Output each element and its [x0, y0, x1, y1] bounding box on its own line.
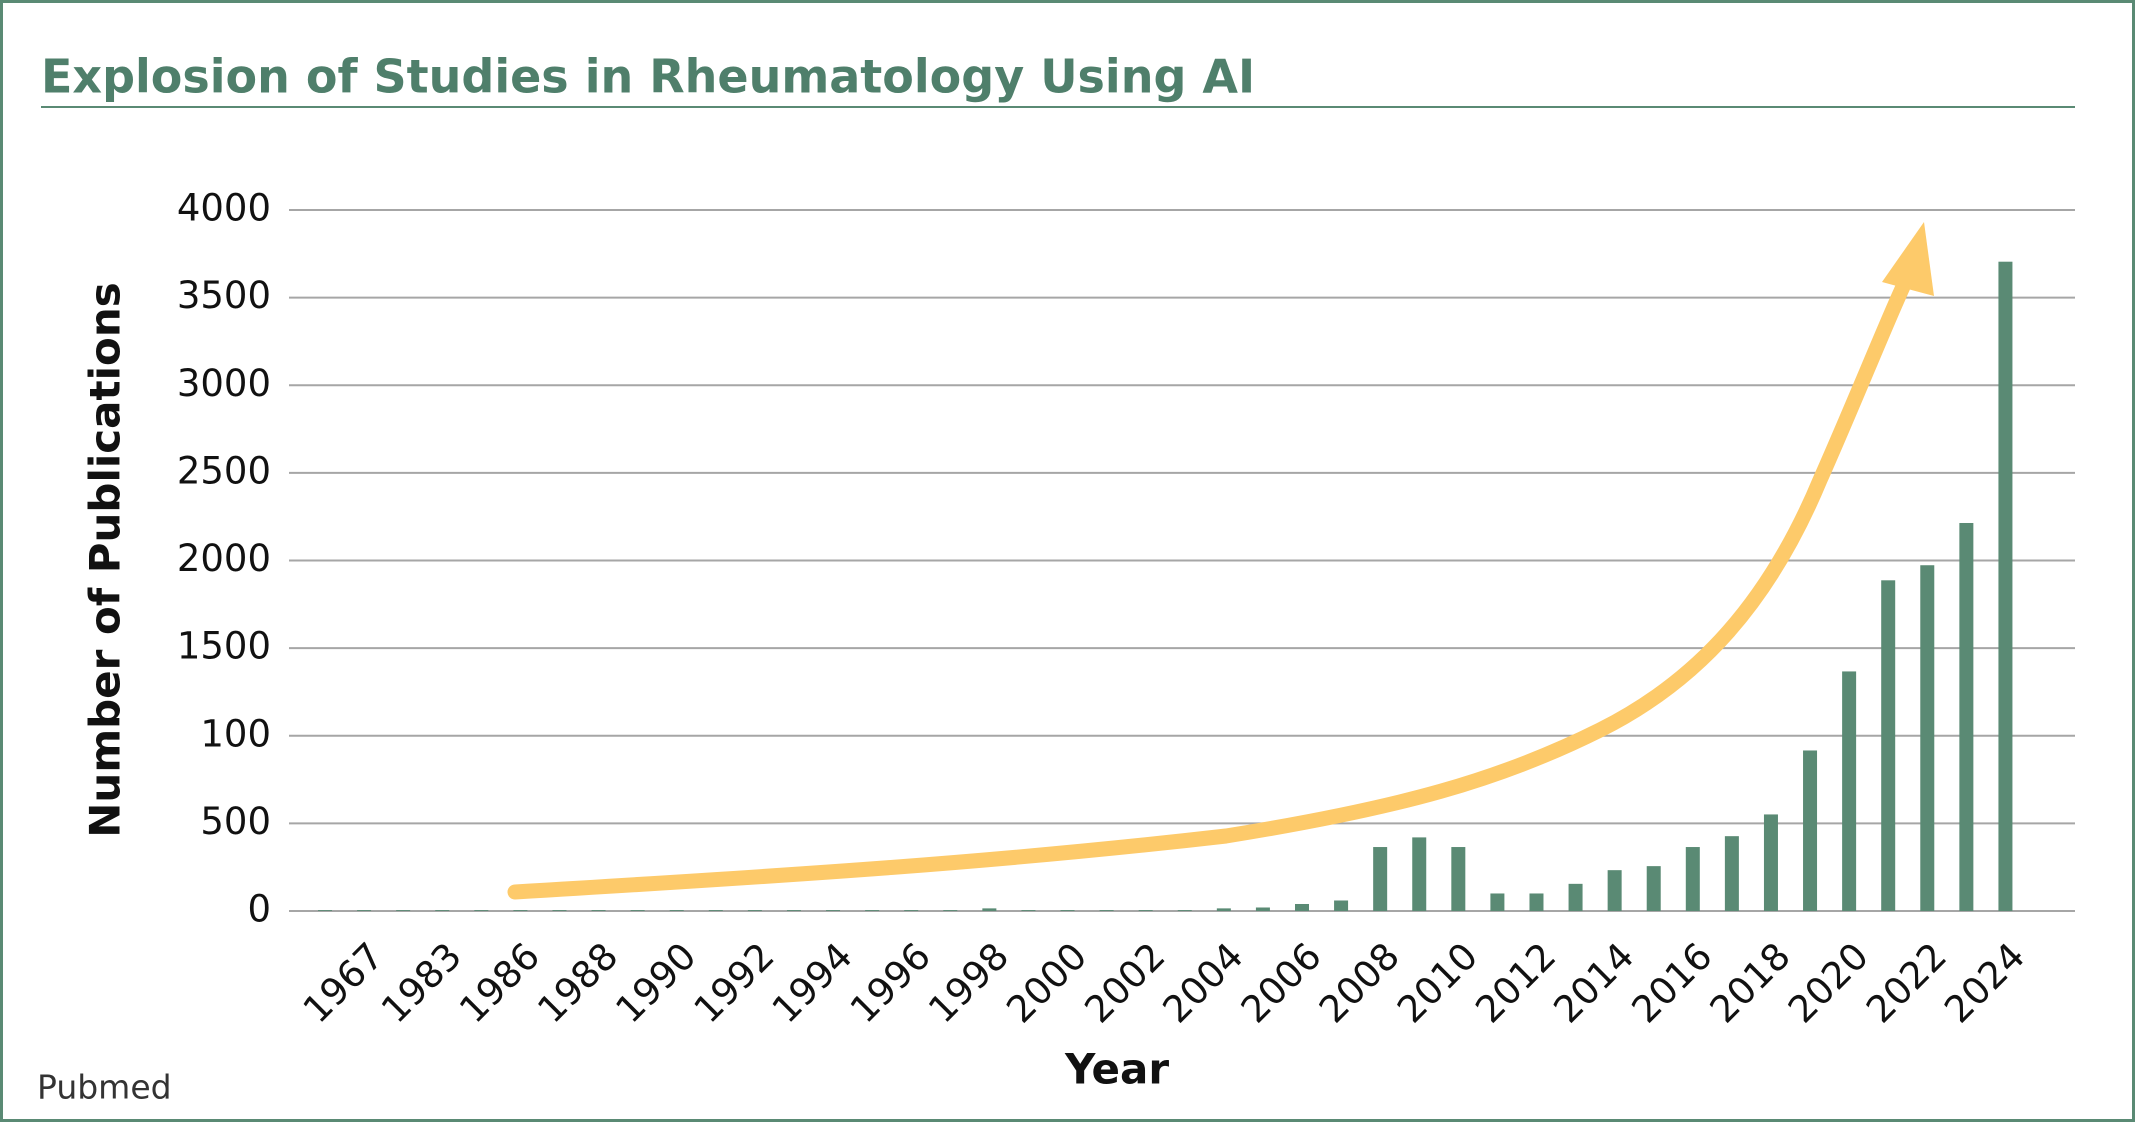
bar — [1099, 910, 1114, 911]
y-tick-label: 3500 — [177, 274, 271, 317]
bar — [708, 910, 723, 911]
y-tick-label: 100 — [200, 712, 271, 755]
bar — [943, 910, 958, 911]
bar — [591, 910, 606, 911]
bar — [1334, 900, 1349, 911]
bar — [982, 908, 997, 911]
bar — [1529, 893, 1544, 911]
y-tick-label: 4000 — [177, 187, 271, 230]
bar — [1685, 847, 1700, 911]
y-tick-label: 2500 — [177, 449, 271, 492]
bar — [1451, 847, 1466, 911]
bar — [1060, 910, 1075, 911]
bar — [1216, 908, 1231, 911]
y-tick-label: 1500 — [177, 625, 271, 668]
y-tick-label: 2000 — [177, 537, 271, 580]
bar — [1881, 580, 1896, 911]
y-tick-label: 3000 — [177, 362, 271, 405]
bar — [1763, 814, 1778, 911]
bar — [1255, 907, 1270, 911]
bar — [396, 910, 411, 911]
bar — [1177, 910, 1192, 911]
bar — [357, 910, 372, 911]
bar — [630, 910, 645, 911]
trend-arrow — [507, 222, 1934, 900]
bar — [1490, 893, 1505, 911]
bar — [552, 910, 567, 911]
bar — [1803, 750, 1818, 911]
bar — [474, 910, 489, 911]
bar — [1920, 565, 1935, 911]
arrow-head — [1882, 222, 1934, 296]
y-tick-label: 500 — [200, 800, 271, 843]
bar — [513, 910, 528, 911]
bar — [865, 910, 880, 911]
bar — [1295, 903, 1309, 911]
y-tick-label: 0 — [247, 888, 271, 931]
x-axis-label: Year — [1064, 1045, 1169, 1094]
y-axis-label: Number of Publications — [81, 282, 130, 837]
chart-title: Explosion of Studies in Rheumatology Usi… — [41, 50, 1255, 104]
bar — [1607, 870, 1622, 911]
bar — [1724, 836, 1739, 911]
bar — [1412, 837, 1427, 911]
bar — [1138, 910, 1153, 911]
bar — [318, 910, 332, 911]
source-note: Pubmed — [37, 1068, 172, 1107]
trend-curve — [507, 247, 1926, 900]
bar — [1842, 671, 1857, 911]
bar — [747, 910, 762, 911]
bar — [1646, 866, 1661, 911]
bar — [1021, 910, 1036, 911]
bar — [1959, 522, 1974, 911]
bar — [826, 910, 841, 911]
bar — [435, 910, 450, 911]
bar — [1568, 883, 1583, 911]
bar — [1373, 847, 1388, 911]
bar — [904, 910, 919, 911]
bar — [786, 910, 801, 911]
bar — [669, 910, 684, 911]
bar — [1998, 261, 2013, 912]
